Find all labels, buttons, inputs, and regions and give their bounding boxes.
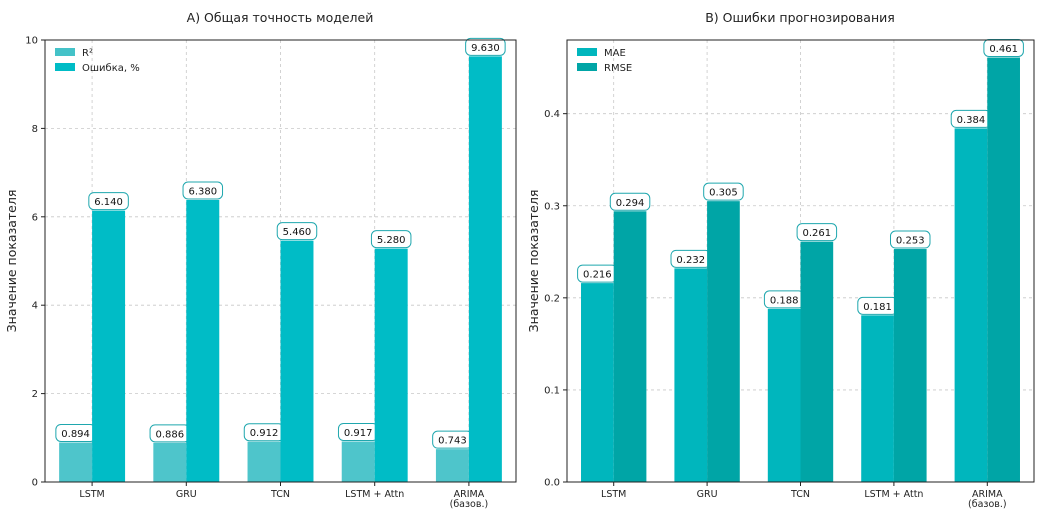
legend-label: Ошибка, %: [82, 63, 140, 74]
bar-r2: [247, 441, 281, 482]
data-label: 0.743: [438, 436, 467, 447]
y-axis-label: Значение показателя: [4, 190, 19, 333]
chart-panel-2: B) Ошибки прогнозирования Значение показа…: [526, 10, 1035, 510]
y-tick-label: 2: [32, 389, 38, 400]
y-tick-label: 8: [32, 124, 38, 135]
plot-frame: [566, 39, 1035, 483]
bar-mae: [767, 308, 801, 482]
x-tick-label: LSTM: [601, 489, 626, 500]
x-tick-label: ARIMA: [454, 489, 485, 500]
x-tick-label: TCN: [790, 489, 810, 500]
bar-error: [468, 56, 502, 482]
data-label: 0.261: [803, 228, 832, 239]
data-label-box: [182, 181, 224, 200]
y-tick-label: 6: [32, 212, 38, 223]
x-tick-label: ARIMA: [972, 489, 1003, 500]
data-label-box: [276, 222, 318, 241]
x-tick-label: GRU: [176, 489, 197, 500]
data-label-box: [370, 230, 412, 249]
bar-rmse: [613, 211, 647, 482]
data-label: 9.630: [471, 43, 500, 54]
data-label-box: [465, 37, 506, 56]
legend-label: MAE: [604, 48, 626, 59]
legend-label: R²: [82, 48, 93, 59]
legend: MAE RMSE: [577, 48, 632, 74]
bar-mae: [954, 128, 988, 482]
data-label: 0.232: [676, 255, 705, 266]
data-label: 0.461: [989, 44, 1018, 55]
data-label-box: [703, 182, 744, 201]
bar-rmse: [987, 57, 1020, 482]
data-label: 0.253: [896, 236, 925, 247]
y-tick-label: 4: [32, 301, 38, 312]
data-label: 0.305: [709, 188, 738, 199]
x-tick-label: (базов.): [968, 499, 1007, 510]
y-tick-label: 0.3: [544, 201, 560, 212]
x-tick-label: TCN: [270, 489, 290, 500]
y-tick-label: 0.4: [544, 109, 560, 120]
chart-title: A) Общая точность моделей: [187, 10, 374, 25]
data-label: 0.188: [770, 295, 799, 306]
bar-error: [92, 210, 126, 482]
plot-frame: [44, 39, 517, 483]
data-label: 0.181: [863, 302, 892, 313]
data-label: 5.460: [283, 227, 312, 238]
data-label-box: [88, 192, 129, 211]
x-tick-label: LSTM + Attn: [345, 489, 404, 500]
data-label: 0.912: [250, 428, 279, 439]
legend-swatch: [577, 48, 597, 56]
bar-r2: [341, 441, 375, 482]
data-label: 0.384: [957, 115, 986, 126]
data-label: 0.894: [61, 429, 90, 440]
data-label-box: [796, 223, 838, 242]
data-label: 0.294: [616, 198, 645, 209]
x-tick-label: LSTM: [79, 489, 104, 500]
data-label: 0.886: [155, 429, 184, 440]
bar-mae: [861, 315, 894, 482]
data-label-box: [889, 230, 931, 249]
bar-error: [186, 200, 220, 482]
y-tick-label: 0: [32, 478, 38, 489]
bar-r2: [153, 442, 187, 482]
chart-panel-1: A) Общая точность моделей Значение показа…: [4, 10, 517, 510]
data-label: 0.917: [344, 428, 373, 439]
y-tick-label: 0.2: [544, 293, 560, 304]
y-axis-label: Значение показателя: [526, 190, 541, 333]
data-label-box: [609, 192, 651, 211]
bar-r2: [435, 449, 469, 482]
x-tick-label: LSTM + Attn: [864, 489, 923, 500]
x-tick-label: GRU: [697, 489, 718, 500]
data-label: 6.380: [188, 187, 217, 198]
bar-rmse: [893, 249, 927, 482]
y-tick-label: 0.0: [544, 478, 560, 489]
data-label: 0.216: [583, 270, 612, 281]
chart-title: B) Ошибки прогнозирования: [705, 10, 895, 25]
data-label: 6.140: [94, 197, 123, 208]
legend-swatch: [55, 63, 75, 71]
bar-r2: [59, 442, 93, 482]
x-tick-label: (базов.): [450, 499, 489, 510]
y-tick-label: 10: [25, 36, 38, 47]
bar-mae: [674, 268, 708, 482]
bar-error: [374, 248, 408, 482]
y-tick-label: 0.1: [544, 385, 560, 396]
bar-error: [280, 240, 314, 482]
data-label-box: [983, 38, 1024, 57]
legend: R² Ошибка, %: [55, 48, 140, 74]
legend-swatch: [577, 63, 597, 71]
bar-mae: [581, 283, 614, 482]
bar-rmse: [800, 241, 834, 482]
bar-rmse: [707, 201, 740, 483]
legend-swatch: [55, 48, 75, 56]
legend-label: RMSE: [604, 63, 632, 74]
data-label: 5.280: [377, 235, 406, 246]
